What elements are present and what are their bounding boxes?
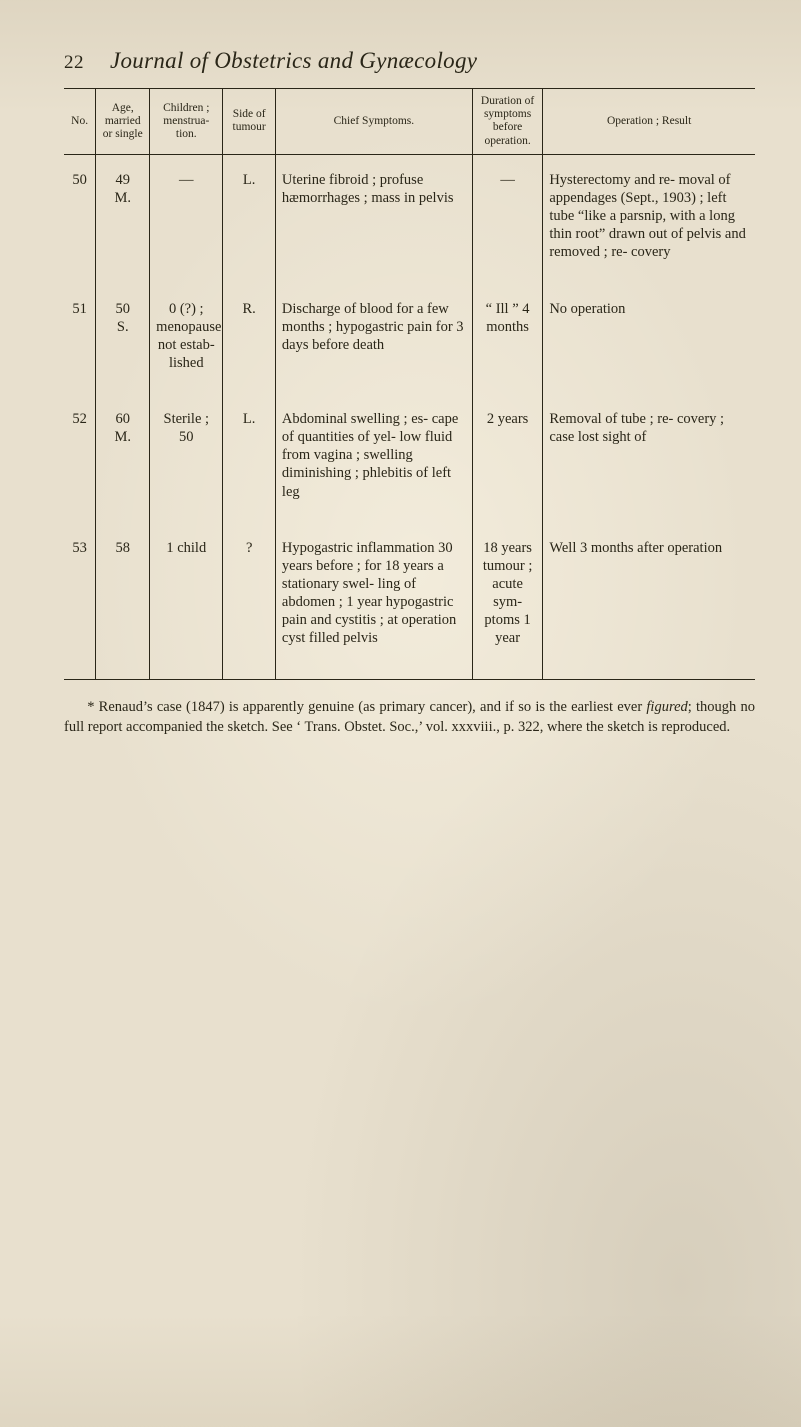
cell-res: Removal of tube ; re- covery ; case lost… (543, 394, 755, 523)
cell-sym: Abdominal swelling ; es- cape of quantit… (275, 394, 472, 523)
col-header-res: Operation ; Result (543, 89, 755, 155)
cell-no: 53 (64, 523, 96, 680)
table-head: No. Age, married or single Children ; me… (64, 89, 755, 155)
cell-dur: 18 years tumour ; acute sym- ptoms 1 yea… (472, 523, 542, 680)
cell-no: 51 (64, 284, 96, 395)
col-header-chil: Children ; menstrua- tion. (150, 89, 223, 155)
cell-no: 50 (64, 154, 96, 283)
table-row: 52 60M. Sterile ; 50 L. Abdominal swelli… (64, 394, 755, 523)
col-header-dur: Duration of symptoms before operation. (472, 89, 542, 155)
cell-res: No operation (543, 284, 755, 395)
table-row: 53 58 1 child ? Hypogastric inflammation… (64, 523, 755, 680)
cell-side: R. (223, 284, 276, 395)
cell-side: ? (223, 523, 276, 680)
cell-side: L. (223, 394, 276, 523)
cell-sym: Hypogastric inflammation 30 years before… (275, 523, 472, 680)
cell-sym: Uterine fibroid ; profuse hæmorrhages ; … (275, 154, 472, 283)
table-body: 50 49M. — L. Uterine fibroid ; profuse h… (64, 154, 755, 680)
cell-no: 52 (64, 394, 96, 523)
cell-age: 50S. (96, 284, 150, 395)
footnote-italic: figured (646, 699, 687, 715)
case-table: No. Age, married or single Children ; me… (64, 88, 755, 680)
col-header-sym: Chief Symptoms. (275, 89, 472, 155)
col-header-no: No. (64, 89, 96, 155)
running-head: 22 Journal of Obstetrics and Gynæcology (64, 48, 755, 74)
cell-chil: Sterile ; 50 (150, 394, 223, 523)
footnote: * Renaud’s case (1847) is apparently gen… (64, 698, 755, 737)
cell-dur: 2 years (472, 394, 542, 523)
cell-side: L. (223, 154, 276, 283)
cell-dur: “ Ill ” 4 months (472, 284, 542, 395)
cell-chil: — (150, 154, 223, 283)
cell-age: 58 (96, 523, 150, 680)
cell-sym: Discharge of blood for a few months ; hy… (275, 284, 472, 395)
page-number: 22 (64, 52, 84, 74)
cell-age: 60M. (96, 394, 150, 523)
col-header-side: Side of tumour (223, 89, 276, 155)
running-title: Journal of Obstetrics and Gynæcology (110, 48, 477, 74)
page-root: 22 Journal of Obstetrics and Gynæcology … (0, 0, 801, 792)
col-header-age: Age, married or single (96, 89, 150, 155)
cell-age: 49M. (96, 154, 150, 283)
cell-res: Hysterectomy and re- moval of appendages… (543, 154, 755, 283)
cell-chil: 0 (?) ; menopause not estab- lished (150, 284, 223, 395)
table-row: 51 50S. 0 (?) ; menopause not estab- lis… (64, 284, 755, 395)
table-row: 50 49M. — L. Uterine fibroid ; profuse h… (64, 154, 755, 283)
cell-chil: 1 child (150, 523, 223, 680)
cell-res: Well 3 months after operation (543, 523, 755, 680)
cell-dur: — (472, 154, 542, 283)
